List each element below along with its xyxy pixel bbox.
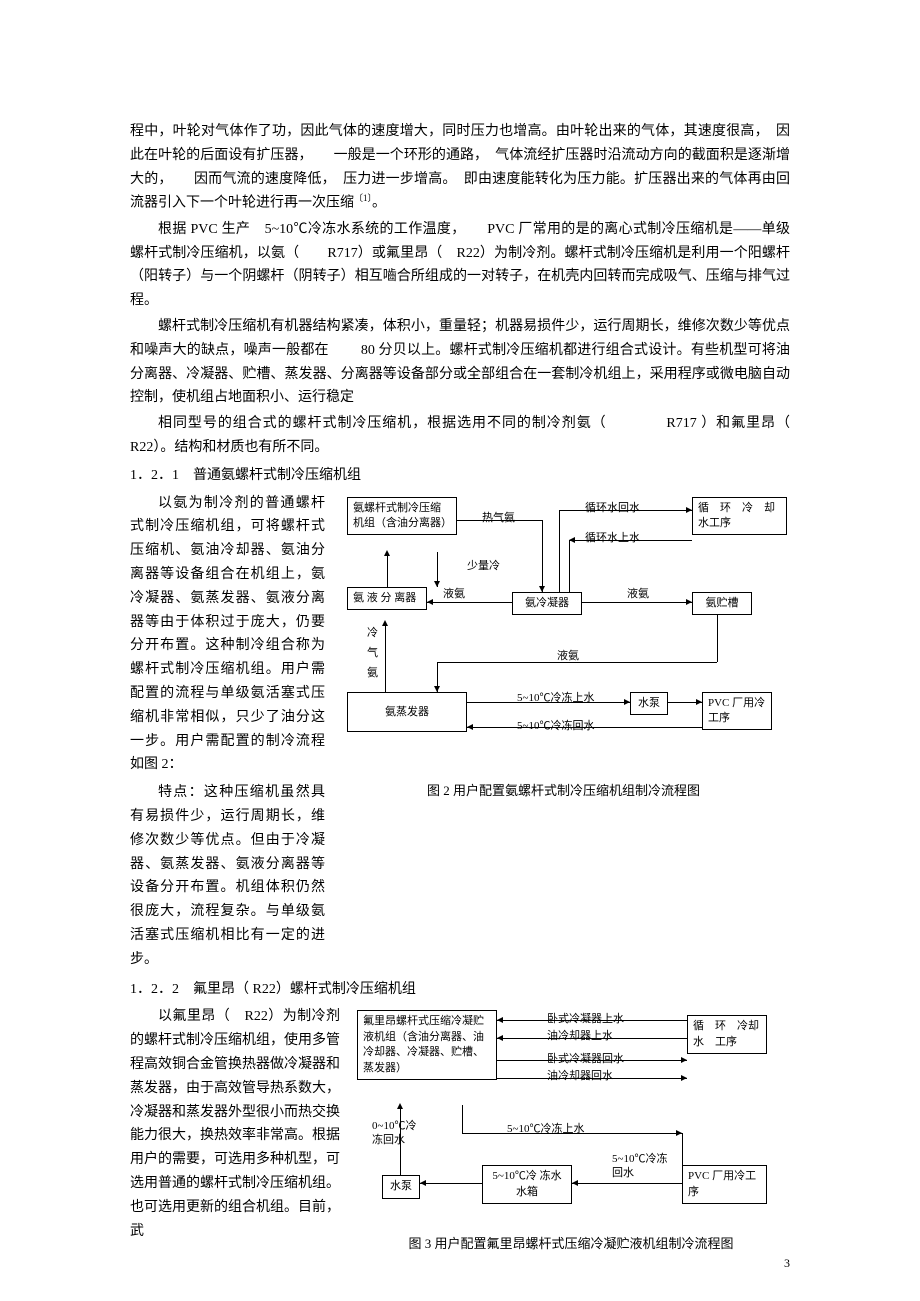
figure-3-caption: 图 3 用户配置氟里昂螺杆式压缩冷凝贮液机组制冷流程图 <box>352 1233 790 1255</box>
figure-3-flowchart: 氟里昂螺杆式压缩冷凝贮液机组（含油分离器、油冷却器、冷凝器、贮槽、蒸发器） 循 … <box>352 1005 790 1215</box>
label-supply-water: 循环水上水 <box>585 532 640 545</box>
box-pump: 水泵 <box>630 692 668 715</box>
paragraph-6: 特点：这种压缩机虽然具有易损件少，运行周期长，维修次数少等优点。但由于冷凝器、氨… <box>130 781 325 971</box>
heading-1-2-2: 1．2．2 氟里昂（ R22）螺杆式制冷压缩机组 <box>130 978 790 1002</box>
label-hot-gas: 热气氨 <box>482 512 515 525</box>
paragraph-3: 螺杆式制冷压缩机有机器结构紧凑，体积小，重量轻；机器易损件少，运行周期长，维修次… <box>130 315 790 410</box>
box-cooling-process-3: 循 环 冷却 水 工序 <box>687 1015 767 1054</box>
box-cooling-process: 循 环 冷 却 水工序 <box>692 497 787 536</box>
figure-2-flowchart: 氨螺杆式制冷压缩机组（含油分离器） 循 环 冷 却 水工序 氨 液 分 离器 氨… <box>337 492 790 772</box>
box-pvc-process: PVC 厂用冷工序 <box>702 692 772 731</box>
paragraph-1: 程中，叶轮对气体作了功，因此气体的速度增大，同时压力也增高。由叶轮出来的气体，其… <box>130 120 790 216</box>
section-1-2-1-content: 以氨为制冷剂的普通螺杆式制冷压缩机组，可将螺杆式压缩机、氨油冷却器、氨油分离器等… <box>130 492 790 974</box>
label-oil-back: 油冷却器回水 <box>547 1070 613 1083</box>
label-frozen-up-3: 5~10℃冷冻上水 <box>507 1123 584 1136</box>
box-compressor: 氨螺杆式制冷压缩机组（含油分离器） <box>347 497 457 536</box>
paragraph-5: 以氨为制冷剂的普通螺杆式制冷压缩机组，可将螺杆式压缩机、氨油冷却器、氨油分离器等… <box>130 492 325 778</box>
label-small-cold: 少量冷 <box>467 560 500 573</box>
label-cold: 冷 <box>367 627 378 640</box>
box-evaporator: 氨蒸发器 <box>347 692 467 732</box>
label-liquid-2: 液氨 <box>627 588 649 601</box>
paragraph-2: 根据 PVC 生产 5~10℃冷冻水系统的工作温度， PVC 厂常用的是的离心式… <box>130 218 790 313</box>
box-tank: 氨贮槽 <box>692 592 752 615</box>
paragraph-4: 相同型号的组合式的螺杆式制冷压缩机，根据选用不同的制冷剂氨（ R717 ）和氟里… <box>130 412 790 460</box>
label-frozen-back-3: 5~10℃冷冻回水 <box>612 1153 672 1179</box>
box-tank-3: 5~10℃冷 冻水水箱 <box>482 1165 572 1204</box>
label-ammonia: 氨 <box>367 667 378 680</box>
box-separator: 氨 液 分 离器 <box>347 587 427 610</box>
box-pvc-3: PVC 厂用冷工序 <box>682 1165 767 1204</box>
label-010-back: 0~10℃冷冻回水 <box>372 1120 422 1146</box>
page-number: 3 <box>784 1253 790 1273</box>
paragraph-7: 以氟里昂（ R22）为制冷剂的螺杆式制冷压缩机组，使用多管程高效铜合金管换热器做… <box>130 1005 340 1243</box>
box-freon-unit: 氟里昂螺杆式压缩冷凝贮液机组（含油分离器、油冷却器、冷凝器、贮槽、蒸发器） <box>357 1010 497 1080</box>
label-gas: 气 <box>367 647 378 660</box>
box-condenser: 氨冷凝器 <box>512 592 582 615</box>
label-frozen-up: 5~10℃冷冻上水 <box>517 692 594 705</box>
box-pump-3: 水泵 <box>382 1175 420 1198</box>
reference-1: 〔1〕 <box>354 193 372 203</box>
figure-2-caption: 图 2 用户配置氨螺杆式制冷压缩机组制冷流程图 <box>337 780 790 802</box>
label-return-water: 循环水回水 <box>585 502 640 515</box>
heading-1-2-1: 1．2．1 普通氨螺杆式制冷压缩机组 <box>130 464 790 488</box>
label-oil-up: 油冷却器上水 <box>547 1030 613 1043</box>
label-liquid-1: 液氨 <box>443 588 465 601</box>
section-1-2-2-content: 以氟里昂（ R22）为制冷剂的螺杆式制冷压缩机组，使用多管程高效铜合金管换热器做… <box>130 1005 790 1255</box>
